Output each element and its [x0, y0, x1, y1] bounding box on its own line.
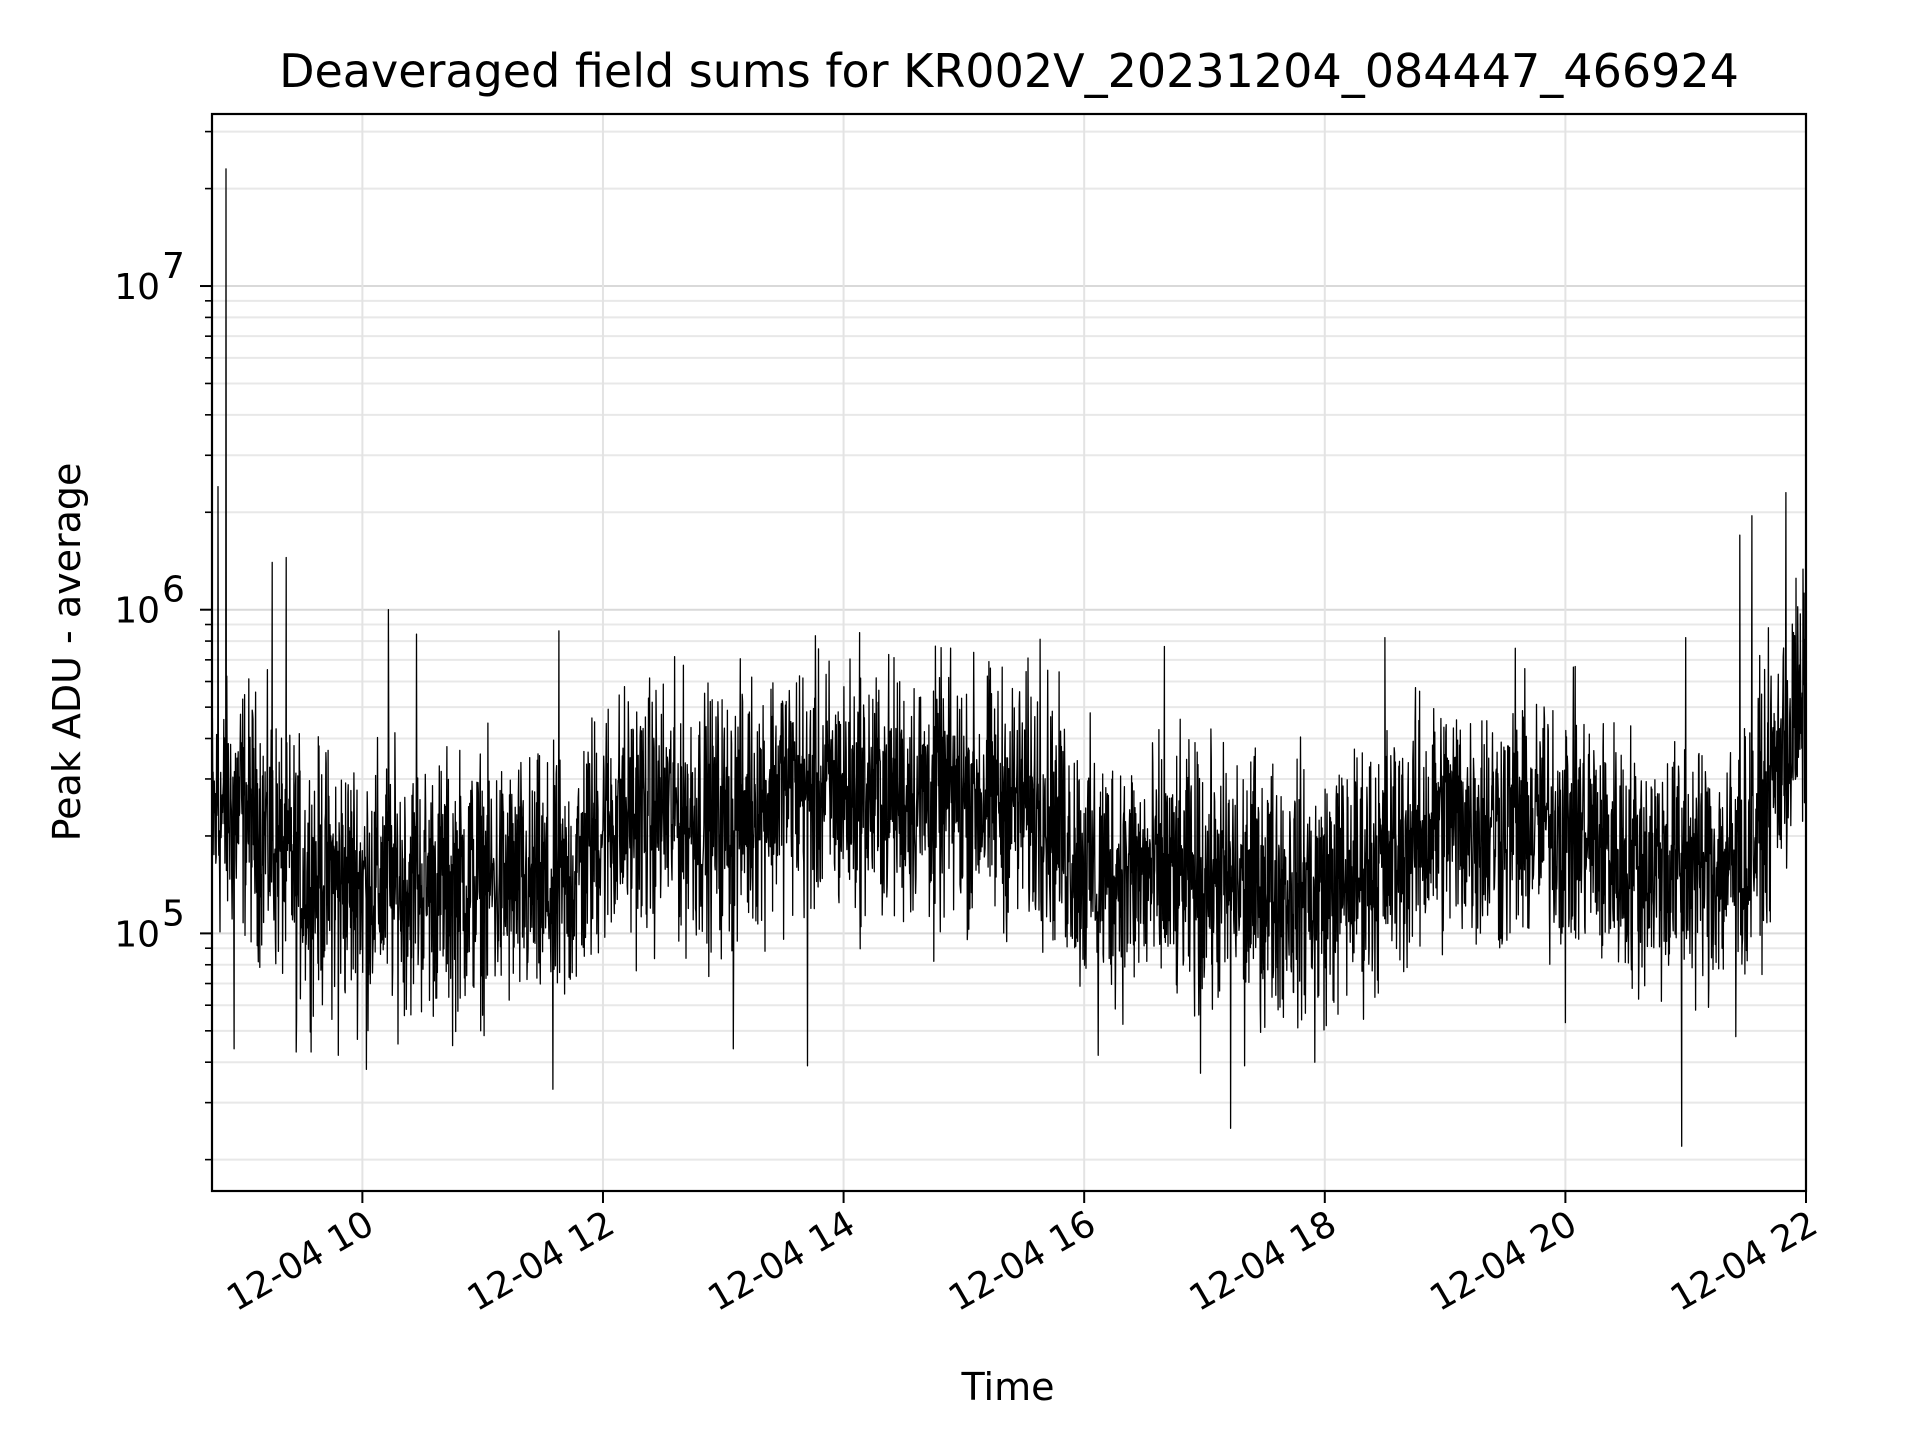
chart-title: Deaveraged field sums for KR002V_2023120…: [279, 44, 1739, 98]
y-tick-label: 10: [114, 267, 160, 308]
y-tick-label: 10: [114, 591, 160, 632]
y-tick-exponent: 7: [162, 246, 185, 287]
data-series: [211, 168, 1807, 1147]
y-axis-title: Peak ADU - average: [45, 463, 89, 842]
series-line: [211, 168, 1807, 1147]
y-tick-exponent: 6: [162, 570, 185, 611]
y-tick-label: 10: [114, 914, 160, 955]
x-axis-title: Time: [961, 1365, 1055, 1409]
y-tick-exponent: 5: [162, 893, 185, 934]
plot-frame: [210, 112, 1808, 1193]
